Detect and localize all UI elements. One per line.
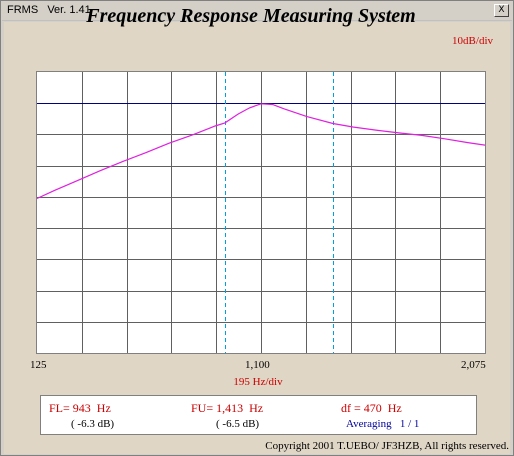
copyright-notice: Copyright 2001 T.UEBO/ JF3HZB, All right… bbox=[265, 440, 509, 452]
y-scale-label: 10dB/div bbox=[452, 35, 493, 47]
lower-frequency-readout: FL= 943 Hz bbox=[49, 401, 111, 415]
bandwidth-readout: df = 470 Hz bbox=[341, 401, 402, 415]
title-bar[interactable]: FRMS Ver. 1.41 X bbox=[2, 2, 512, 21]
x-tick-label-min: 125 bbox=[30, 359, 47, 371]
response-curve bbox=[37, 103, 485, 200]
response-plot-area bbox=[36, 71, 486, 354]
upper-level-readout: ( -6.5 dB) bbox=[216, 418, 260, 430]
x-scale-label: 195 Hz/div bbox=[233, 376, 283, 388]
upper-frequency-readout: FU= 1,413 Hz bbox=[191, 401, 264, 415]
measurement-readout-box: FL= 943 Hz FU= 1,413 Hz df = 470 Hz ( -6… bbox=[40, 395, 477, 435]
x-tick-label-max: 2,075 bbox=[461, 359, 486, 371]
window-title: FRMS Ver. 1.41 bbox=[7, 4, 91, 16]
x-tick-label-mid: 1,100 bbox=[245, 359, 270, 371]
response-plot bbox=[37, 72, 485, 353]
close-button[interactable]: X bbox=[494, 4, 509, 17]
averaging-readout: Averaging 1 / 1 bbox=[346, 418, 420, 430]
app-title: Frequency Response Measuring System bbox=[86, 5, 416, 27]
lower-level-readout: ( -6.3 dB) bbox=[71, 418, 115, 430]
